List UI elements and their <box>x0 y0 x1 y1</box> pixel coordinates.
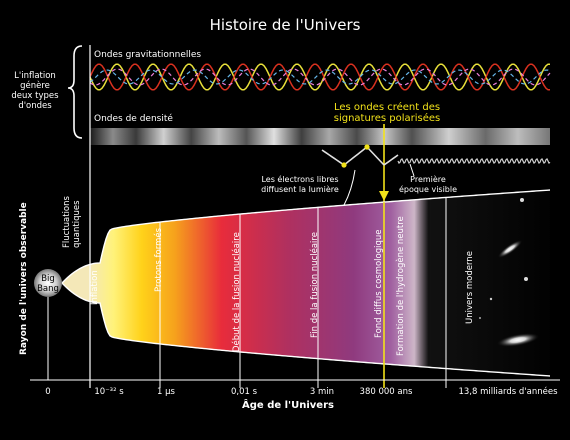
photon-zigzag-segment <box>383 154 399 166</box>
svg-text:Fluctuations: Fluctuations <box>62 195 72 248</box>
galaxy-icon <box>497 239 523 259</box>
tick-label-inflation: 10⁻³² s <box>94 387 124 397</box>
photon-zigzag-segment <box>366 146 385 166</box>
gravitational-wave-line <box>89 63 550 91</box>
galaxy-icon <box>496 332 540 348</box>
epoch-label-cmb: Fond diffus cosmologique <box>374 229 384 338</box>
y-axis-label: Rayon de l'univers observable <box>19 202 29 355</box>
gravitational-waves <box>89 63 551 91</box>
density-waves-label: Ondes de densité <box>94 113 173 124</box>
tick-label-0-01s: 0,01 s <box>231 387 258 397</box>
gravitational-waves-label: Ondes gravitationnelles <box>94 50 201 60</box>
polarized-signatures-note: Les ondes créent des signatures polarisé… <box>334 101 440 124</box>
free-electrons-label: Les électrons libres diffusent la lumièr… <box>261 174 339 194</box>
tick-label-380000: 380 000 ans <box>360 387 413 397</box>
svg-text:diffusent la lumière: diffusent la lumière <box>261 184 339 194</box>
polarization-arrowhead <box>379 191 389 201</box>
star-icon <box>479 317 481 319</box>
svg-text:Première: Première <box>410 174 446 184</box>
time-axis-ticks: 0 10⁻³² s 1 µs 0,01 s 3 min 380 000 ans … <box>45 386 558 397</box>
tick-label-0: 0 <box>45 387 50 397</box>
star-icon <box>489 297 493 301</box>
free-photon-wave <box>397 157 551 165</box>
diagram-title: Histoire de l'Univers <box>210 16 361 34</box>
star-icon <box>524 277 528 281</box>
photon-zigzag-segment <box>321 149 345 166</box>
svg-text:Les électrons libres: Les électrons libres <box>261 174 338 184</box>
universe-expansion-outline <box>61 189 551 377</box>
svg-text:époque visible: époque visible <box>399 184 457 194</box>
quantum-fluctuations-label: Fluctuations quantiques <box>62 195 82 248</box>
tick-label-3min: 3 min <box>310 387 334 397</box>
gravitational-wave-line <box>89 68 551 86</box>
epoch-label-fusion-start: Début de la fusion nucléaire <box>231 232 242 352</box>
svg-text:Big: Big <box>41 274 55 284</box>
epoch-labels: Inflation Protons formés Début de la fus… <box>90 216 475 356</box>
first-visible-epoch-label: Première époque visible <box>399 174 457 194</box>
electron-dot <box>341 162 347 168</box>
epoch-dividers <box>159 197 447 388</box>
svg-text:génère: génère <box>20 80 50 91</box>
free-photon-wave-line <box>397 157 551 165</box>
svg-text:quantiques: quantiques <box>72 200 82 248</box>
svg-text:Les ondes créent des: Les ondes créent des <box>334 101 440 113</box>
tick-label-today: 13,8 milliards d'années <box>458 386 558 397</box>
epoch-label-neutral-hydrogen: Formation de l'hydrogène neutre <box>395 216 406 356</box>
electron-dot <box>364 144 370 150</box>
star-icon <box>520 198 524 202</box>
scattered-photon-path <box>321 144 399 168</box>
epoch-label-protons: Protons formés <box>153 227 164 292</box>
epoch-label-fusion-end: Fin de la fusion nucléaire <box>309 232 320 338</box>
first-visible-pointer <box>409 163 415 177</box>
inflation-label: L'inflation génère deux types d'ondes <box>11 71 59 111</box>
svg-text:signatures polarisées: signatures polarisées <box>334 112 440 124</box>
free-electrons-pointer <box>343 169 356 206</box>
svg-text:deux types: deux types <box>11 91 59 101</box>
svg-text:d'ondes: d'ondes <box>18 101 52 111</box>
epoch-label-inflation: Inflation <box>90 270 100 305</box>
svg-text:Bang: Bang <box>37 284 59 294</box>
big-bang-label: Big Bang <box>37 274 59 294</box>
tick-label-1us: 1 µs <box>157 387 176 397</box>
gravitational-wave-line <box>89 63 550 91</box>
photon-zigzag-segment <box>343 146 368 166</box>
big-bang-icon <box>34 269 62 297</box>
galaxies <box>479 198 540 348</box>
svg-text:L'inflation: L'inflation <box>14 71 56 81</box>
gravitational-wave-line <box>89 69 551 85</box>
x-axis-label: Âge de l'Univers <box>242 398 334 411</box>
epoch-label-modern-universe: Univers moderne <box>465 251 475 324</box>
universe-expansion-cone <box>62 190 550 376</box>
density-wave-band <box>90 128 550 145</box>
inflation-brace <box>67 45 83 139</box>
